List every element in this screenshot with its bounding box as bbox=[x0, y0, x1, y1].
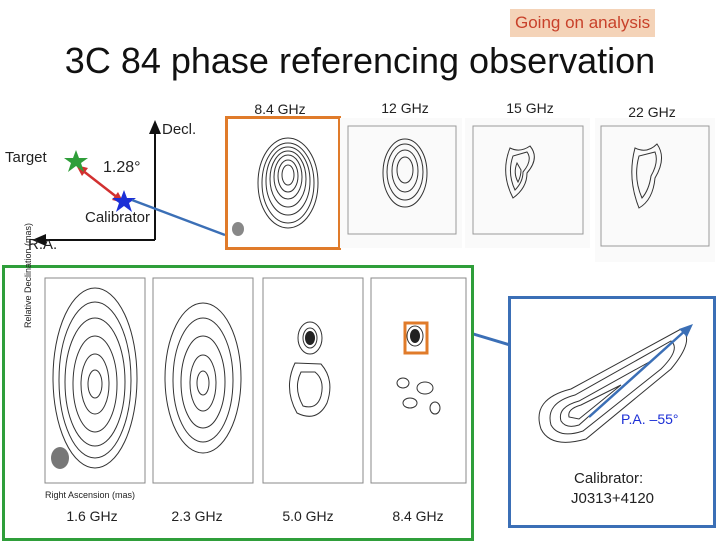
contour-map bbox=[347, 125, 457, 235]
x-axis-label: Right Ascension (mas) bbox=[45, 490, 136, 500]
calibrator-label: Calibrator bbox=[85, 209, 151, 226]
bottom-freq-label: 1.6 GHz bbox=[66, 508, 118, 524]
ra-label: R.A. bbox=[28, 236, 58, 253]
map-15ghz bbox=[465, 118, 590, 248]
target-label: Target bbox=[5, 149, 47, 166]
low-frequency-maps-highlight: Relative Declination (mas) Right Ascensi… bbox=[2, 223, 474, 541]
separation-label: 1.28° bbox=[103, 159, 141, 176]
separation-arrow bbox=[81, 169, 119, 199]
bottom-freq-label: 8.4 GHz bbox=[392, 508, 444, 524]
pa-arrow bbox=[588, 328, 688, 418]
map-8p4ghz-top-highlight bbox=[225, 116, 341, 250]
calibrator-name-line2: J0313+4120 bbox=[571, 490, 654, 507]
core-highlight bbox=[403, 321, 429, 355]
map-22ghz bbox=[595, 118, 715, 262]
y-axis-label: Relative Declination (mas) bbox=[23, 222, 33, 328]
calibrator-inset: P.A. –55° bbox=[508, 296, 716, 528]
ra-arrowhead bbox=[32, 234, 46, 246]
contour-map bbox=[232, 137, 319, 236]
target-star-icon bbox=[64, 150, 88, 172]
contour-maps-low-freq bbox=[44, 277, 467, 484]
calibrator-name-line1: Calibrator: bbox=[574, 470, 644, 487]
pa-label: P.A. –55° bbox=[621, 411, 679, 427]
bottom-freq-label: 5.0 GHz bbox=[282, 508, 334, 524]
bottom-freq-label: 2.3 GHz bbox=[171, 508, 223, 524]
contour-map bbox=[600, 125, 710, 247]
contour-map bbox=[472, 125, 584, 235]
decl-label: Decl. bbox=[162, 121, 197, 138]
calibrator-connector bbox=[131, 198, 226, 237]
top-freq-label: 8.4 GHz bbox=[254, 101, 306, 117]
map-12ghz bbox=[340, 118, 462, 248]
top-freq-label: 12 GHz bbox=[381, 100, 429, 116]
calibrator-star-icon bbox=[112, 190, 136, 212]
slide-title: 3C 84 phase referencing observation bbox=[64, 40, 656, 81]
status-tag: Going on analysis bbox=[510, 9, 656, 37]
decl-arrowhead bbox=[149, 120, 161, 134]
top-freq-label: 22 GHz bbox=[628, 104, 676, 120]
calibrator-contour-map bbox=[538, 324, 693, 443]
top-freq-label: 15 GHz bbox=[506, 100, 554, 116]
